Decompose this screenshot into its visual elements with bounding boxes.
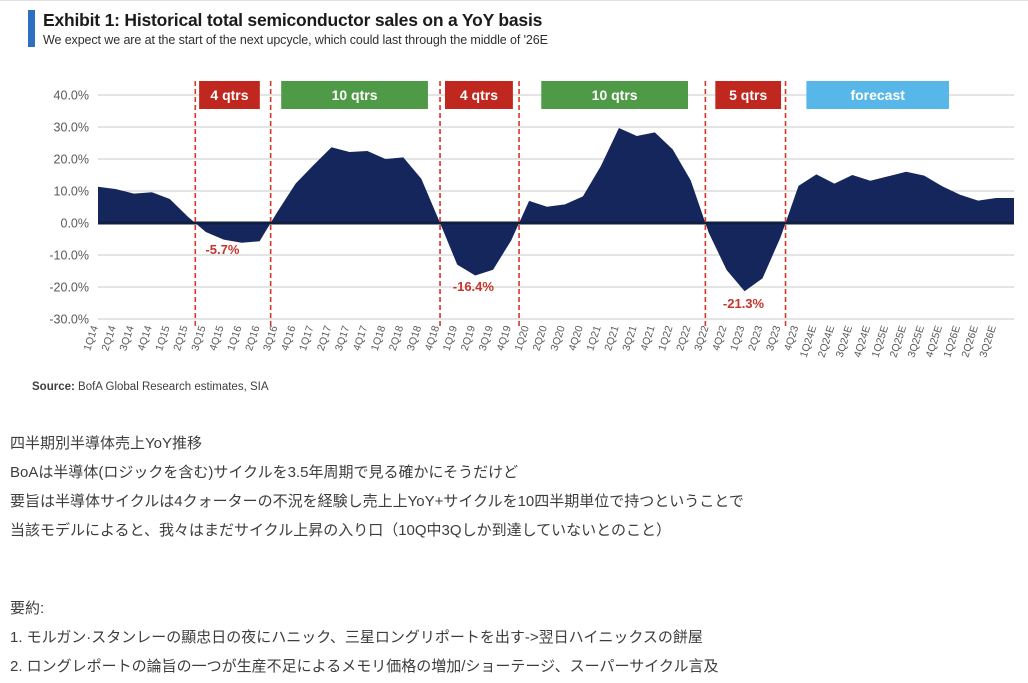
x-tick-label: 2Q18 [387, 324, 406, 352]
note-line: 四半期別半導体売上YoY推移 [10, 434, 202, 452]
x-tick-label: 2Q23 [746, 324, 765, 352]
x-tick-label: 3Q23 [764, 324, 783, 352]
x-tick-label: 4Q21 [638, 324, 657, 352]
note-line: 要旨は半導体サイクルは4クォーターの不況を経験し売上上YoY+サイクルを10四半… [10, 492, 744, 510]
trough-annotation: -21.3% [723, 296, 765, 311]
summary-item: 1. モルガン·スタンレーの顯忠日の夜にハニック、三星ロングリポートを出す->翌… [10, 628, 703, 646]
y-tick-label: 0.0% [61, 216, 90, 230]
y-tick-label: -10.0% [49, 248, 89, 262]
source-text: BofA Global Research estimates, SIA [74, 380, 269, 393]
phase-box-downturn [715, 80, 782, 109]
title-accent-bar [28, 10, 35, 47]
x-tick-label: 3Q26E [977, 324, 999, 359]
phase-box-label: 4 qtrs [210, 87, 248, 103]
x-tick-label: 3Q19 [477, 324, 496, 352]
x-tick-label: 2Q21 [602, 324, 621, 352]
y-tick-label: 20.0% [54, 152, 89, 166]
x-tick-label: 4Q16 [279, 324, 298, 352]
phase-box-downturn [445, 80, 513, 109]
y-tick-label: 30.0% [54, 120, 89, 134]
chart-area: 40.0% 30.0% 20.0% 10.0% 0.0% -10.0% -20.0% -30.… [18, 55, 1028, 377]
x-tick-label: 1Q16 [225, 324, 244, 352]
x-tick-label: 2Q14 [99, 324, 118, 352]
summary-heading: 要約: [10, 599, 45, 617]
x-tick-label: 2Q19 [459, 324, 478, 352]
x-tick-label: 1Q22 [656, 324, 675, 352]
x-tick-label: 4Q17 [351, 324, 370, 352]
x-tick-label: 4Q19 [495, 324, 514, 352]
x-tick-label: 3Q14 [117, 324, 136, 352]
x-tick-label: 3Q17 [333, 324, 352, 352]
summary-item: 2. ロングレポートの論旨の一つが生産不足によるメモリ価格の増加/ショーテージ、… [10, 657, 719, 675]
note-line: 当該モデルによると、我々はまだサイクル上昇の入り口（10Q中3Qしか到達していな… [10, 521, 671, 539]
x-tick-label: 3Q16 [261, 324, 280, 352]
y-tick-label: -30.0% [49, 312, 89, 326]
x-tick-label: 2Q17 [315, 324, 334, 352]
yoy-area-series [98, 127, 1014, 292]
x-tick-label: 2Q16 [243, 324, 262, 352]
x-tick-label: 4Q18 [423, 324, 442, 352]
phase-box-downturn [199, 80, 260, 109]
x-tick-label: 1Q17 [297, 324, 316, 352]
source-line: Source: BofA Global Research estimates, … [32, 381, 1028, 393]
summary-block: 要約: 1. モルガン·スタンレーの顯忠日の夜にハニック、三星ロングリポートを出… [10, 594, 1028, 681]
exhibit-header: Exhibit 1: Historical total semiconducto… [28, 1, 1028, 47]
phase-box-upturn [541, 80, 689, 109]
x-tick-label: 1Q19 [441, 324, 460, 352]
x-tick-label: 1Q21 [584, 324, 603, 352]
x-tick-label: 2Q22 [674, 324, 693, 352]
yoy-area-chart: 40.0% 30.0% 20.0% 10.0% 0.0% -10.0% -20.0% -30.… [49, 80, 1014, 359]
x-tick-label: 1Q18 [369, 324, 388, 352]
x-tick-label: 2Q20 [531, 324, 550, 352]
x-tick-label: 4Q15 [207, 324, 226, 352]
title-stack: Exhibit 1: Historical total semiconducto… [43, 10, 548, 47]
x-tick-label: 1Q23 [728, 324, 747, 352]
x-tick-label: 1Q15 [153, 324, 172, 352]
phase-box-label: 5 qtrs [729, 87, 767, 103]
y-tick-label: -20.0% [49, 280, 89, 294]
x-tick-label: 3Q22 [692, 324, 711, 352]
x-tick-label: 1Q20 [513, 324, 532, 352]
x-tick-label: 1Q14 [82, 324, 101, 352]
trough-annotation: -16.4% [453, 279, 495, 294]
x-tick-label: 2Q15 [171, 324, 190, 352]
phase-box-label: 4 qtrs [460, 87, 498, 103]
x-tick-label: 4Q22 [710, 324, 729, 352]
x-tick-label: 3Q21 [620, 324, 639, 352]
exhibit-subtitle: We expect we are at the start of the nex… [43, 32, 548, 47]
exhibit-block: Exhibit 1: Historical total semiconducto… [18, 1, 1028, 393]
x-tick-label: 4Q14 [135, 324, 154, 352]
notes-block: 四半期別半導体売上YoY推移 BoAは半導体(ロジックを含む)サイクルを3.5年… [10, 429, 1028, 545]
trough-annotation: -5.7% [205, 242, 239, 257]
source-label: Source: [32, 380, 75, 393]
x-tick-label: 3Q15 [189, 324, 208, 352]
x-tick-label: 3Q20 [548, 324, 567, 352]
phase-box-label: 10 qtrs [332, 87, 378, 103]
note-line: BoAは半導体(ロジックを含む)サイクルを3.5年周期で見る確かにそうだけど [10, 463, 519, 481]
x-tick-label: 3Q18 [405, 324, 424, 352]
phase-box-forecast [806, 80, 949, 109]
y-tick-label: 10.0% [54, 184, 89, 198]
phase-box-label: 10 qtrs [592, 87, 638, 103]
x-tick-label: 4Q20 [566, 324, 585, 352]
y-tick-label: 40.0% [54, 88, 89, 102]
phase-box-label: forecast [850, 87, 905, 103]
exhibit-title: Exhibit 1: Historical total semiconducto… [43, 10, 543, 30]
x-tick-label: 4Q23 [782, 324, 801, 352]
phase-box-upturn [281, 80, 428, 109]
